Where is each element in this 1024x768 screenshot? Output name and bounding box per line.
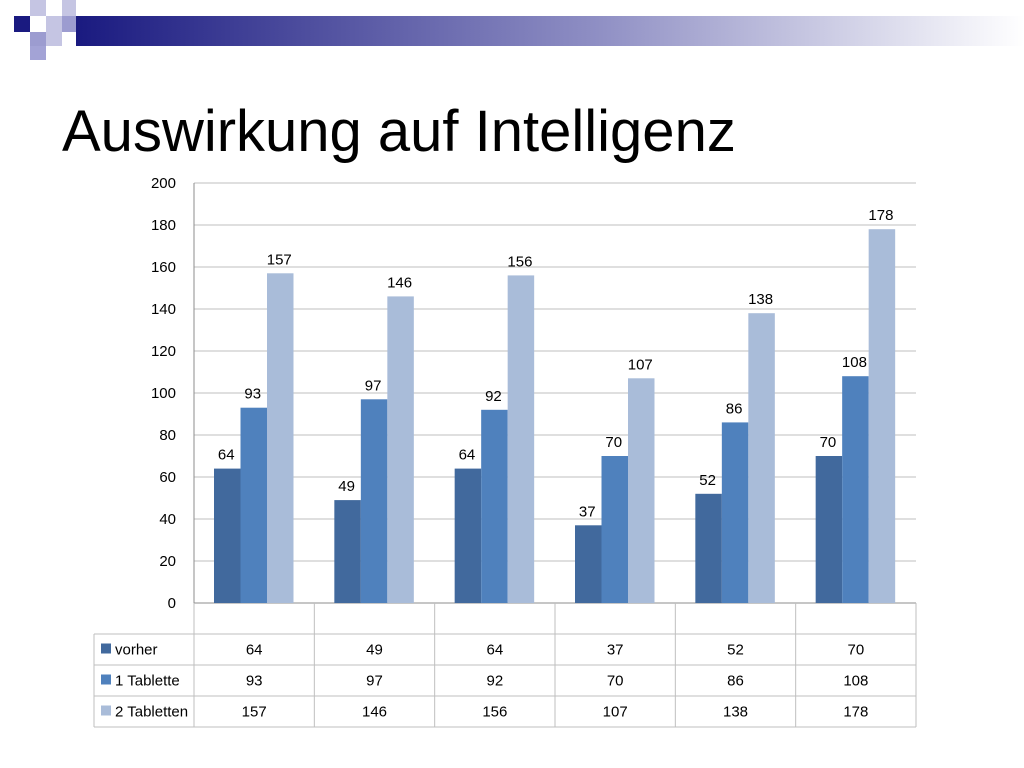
bar — [842, 376, 869, 603]
data-label: 108 — [842, 354, 867, 371]
y-tick-label: 20 — [159, 553, 176, 570]
legend-swatch — [101, 705, 111, 716]
decoration-square — [30, 32, 46, 46]
data-label: 138 — [748, 291, 773, 308]
data-label: 64 — [459, 447, 476, 464]
bar — [334, 500, 361, 603]
bar — [240, 407, 267, 603]
data-label: 52 — [699, 472, 716, 489]
table-cell: 70 — [847, 642, 864, 659]
data-label: 156 — [507, 253, 532, 270]
decoration-square — [30, 0, 46, 16]
bar — [267, 273, 294, 603]
table-cell: 146 — [362, 704, 387, 721]
bar — [387, 296, 414, 603]
decoration-band — [76, 16, 1024, 46]
table-cell: 156 — [482, 704, 507, 721]
data-label: 92 — [485, 388, 502, 405]
data-label: 70 — [605, 434, 622, 451]
bar — [815, 456, 843, 603]
table-cell: 107 — [603, 704, 628, 721]
table-cell: 52 — [727, 642, 744, 659]
y-tick-label: 200 — [151, 175, 176, 192]
y-tick-label: 100 — [151, 385, 176, 402]
data-label: 93 — [244, 386, 261, 403]
bar — [868, 229, 896, 603]
slide-title: Auswirkung auf Intelligenz — [62, 99, 736, 164]
data-label: 86 — [726, 400, 743, 417]
bar — [695, 493, 722, 603]
decoration-square — [62, 0, 76, 16]
data-label: 178 — [868, 207, 893, 224]
table-cell: 178 — [843, 704, 868, 721]
y-tick-label: 40 — [159, 511, 176, 528]
slide-decoration — [14, 0, 1024, 60]
data-label: 64 — [218, 447, 235, 464]
table-cell: 37 — [607, 642, 624, 659]
decoration-square — [62, 16, 76, 32]
table-cell: 108 — [843, 673, 868, 690]
table-cell: 97 — [366, 673, 383, 690]
y-tick-label: 80 — [159, 427, 176, 444]
data-label: 146 — [387, 274, 412, 291]
data-label: 97 — [365, 377, 382, 394]
table-cell: 157 — [242, 704, 267, 721]
decoration-square — [46, 16, 62, 32]
y-tick-label: 60 — [159, 469, 176, 486]
decoration-square — [14, 16, 30, 32]
table-cell: 64 — [486, 642, 503, 659]
data-label: 107 — [628, 356, 653, 373]
table-cell: 49 — [366, 642, 383, 659]
data-label: 70 — [820, 434, 837, 451]
bar — [575, 525, 602, 603]
bar — [481, 409, 508, 603]
legend-label: 1 Tablette — [115, 673, 180, 690]
bar — [748, 313, 775, 603]
table-cell: 93 — [246, 673, 263, 690]
data-label: 157 — [267, 251, 292, 268]
table-cell: 70 — [607, 673, 624, 690]
bar — [360, 399, 388, 603]
table-cell: 92 — [486, 673, 503, 690]
bar — [507, 275, 535, 603]
table-cell: 138 — [723, 704, 748, 721]
bar — [628, 378, 655, 603]
bar — [721, 422, 749, 603]
table-cell: 64 — [246, 642, 263, 659]
data-label: 49 — [338, 478, 355, 495]
table-cell: 86 — [727, 673, 744, 690]
y-tick-label: 180 — [151, 217, 176, 234]
decoration-square — [46, 32, 62, 46]
data-label: 37 — [579, 503, 596, 520]
legend-label: 2 Tabletten — [115, 704, 188, 721]
legend-label: vorher — [115, 642, 158, 659]
bar — [214, 468, 241, 603]
legend-swatch — [101, 674, 111, 685]
y-tick-label: 120 — [151, 343, 176, 360]
decoration-square — [30, 46, 46, 60]
y-tick-label: 0 — [168, 595, 176, 612]
y-tick-label: 160 — [151, 259, 176, 276]
legend-swatch — [101, 643, 111, 654]
bar — [454, 468, 482, 603]
bar — [601, 456, 628, 603]
y-tick-label: 140 — [151, 301, 176, 318]
